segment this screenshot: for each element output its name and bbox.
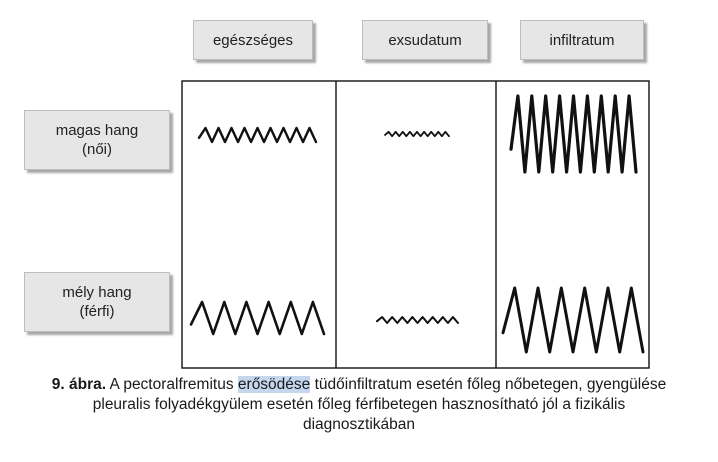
figure-caption: 9. ábra. A pectoralfremitus erősödése tü… — [0, 375, 718, 435]
grid-border — [181, 80, 650, 369]
row-header-line1: mély hang — [62, 284, 132, 301]
wave-grid — [181, 80, 650, 369]
caption-text-after: tüdőinfiltratum esetén főleg nőbetegen, … — [92, 376, 667, 433]
column-header-label: egészséges — [212, 31, 294, 49]
wave-infiltratum-magas — [509, 94, 638, 174]
wave-exsudatum-magas — [384, 130, 450, 138]
caption-figure-label: 9. ábra. — [51, 376, 107, 393]
wave-infiltratum-mely — [501, 286, 645, 354]
row-header-magas-hang: magas hang (női) — [24, 110, 170, 170]
wave-exsudatum-mely — [376, 316, 459, 324]
column-header-egeszseges: egészséges — [193, 20, 313, 60]
column-header-label: exsudatum — [388, 31, 462, 49]
wave-egeszseges-mely — [189, 300, 326, 336]
caption-text-before: A pectoralfremitus — [109, 376, 234, 393]
wave-egeszseges-magas — [197, 126, 318, 144]
column-header-exsudatum: exsudatum — [362, 20, 488, 60]
column-header-infiltratum: infiltratum — [520, 20, 644, 60]
column-header-label: infiltratum — [549, 31, 615, 49]
row-header-line2: (női) — [81, 141, 112, 158]
row-header-mely-hang: mély hang (férfi) — [24, 272, 170, 332]
caption-line-1: 9. ábra. A pectoralfremitus erősödése tü… — [39, 375, 679, 435]
caption-highlight: erősödése — [237, 376, 311, 393]
row-header-line2: (férfi) — [79, 303, 115, 320]
row-header-line1: magas hang — [55, 122, 139, 139]
